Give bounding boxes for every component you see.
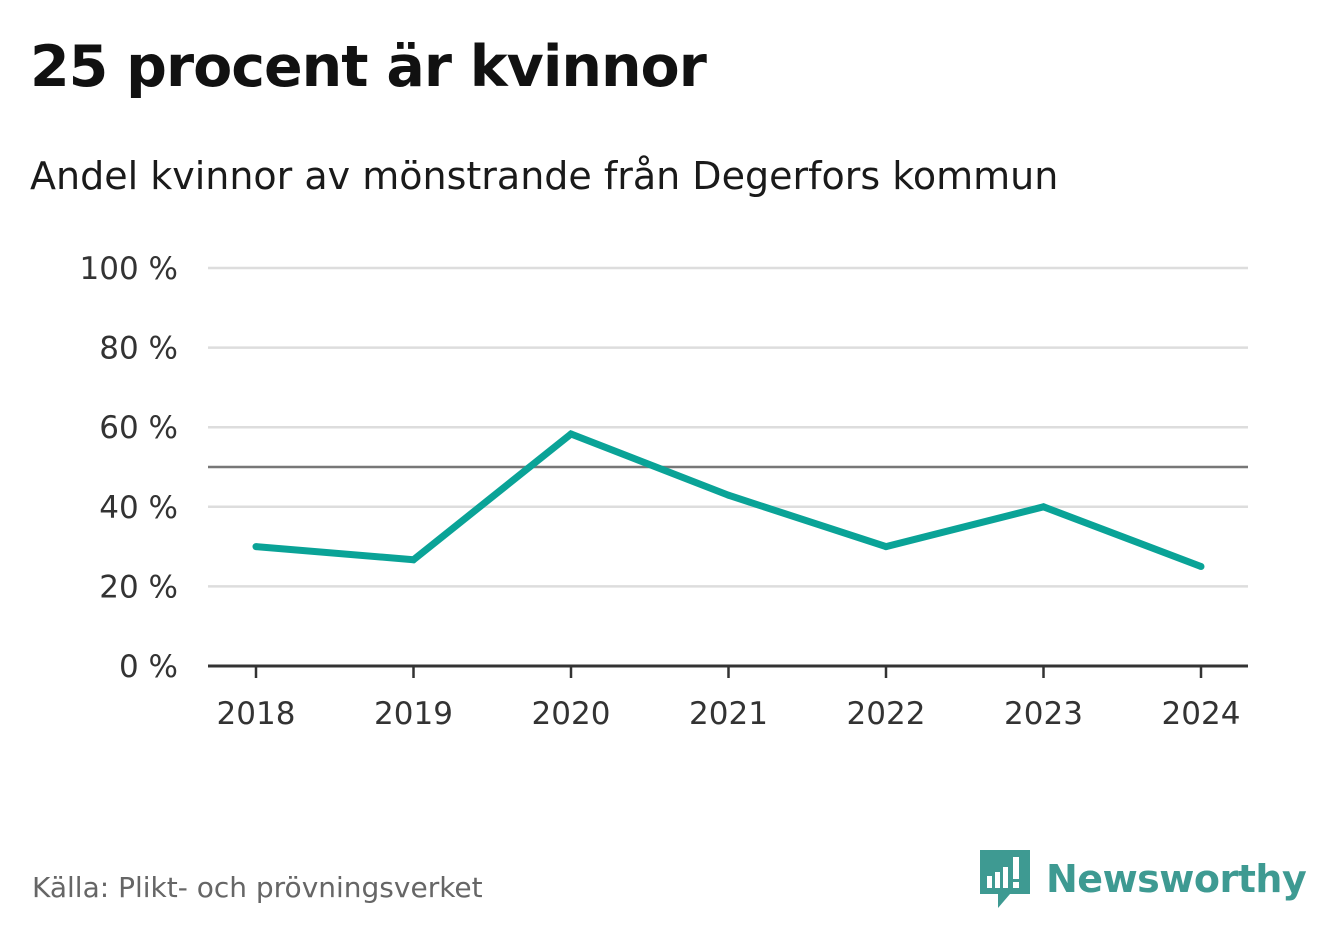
y-tick-label: 100 %	[80, 251, 178, 287]
y-tick-label: 80 %	[99, 331, 178, 367]
chart-subtitle: Andel kvinnor av mönstrande från Degerfo…	[30, 154, 1059, 198]
data-point	[410, 556, 417, 564]
y-tick-label: 40 %	[99, 490, 178, 526]
data-point	[1197, 563, 1205, 570]
y-tick-label: 20 %	[99, 569, 178, 605]
x-tick-label: 2021	[689, 696, 768, 732]
data-point	[252, 543, 260, 551]
source-note: Källa: Plikt- och prövningsverket	[32, 871, 483, 904]
x-tick-label: 2020	[532, 696, 611, 732]
data-point	[567, 430, 575, 438]
newsworthy-logo-icon	[980, 850, 1030, 908]
y-tick-label: 0 %	[119, 649, 178, 685]
brand-name: Newsworthy	[1046, 857, 1307, 901]
brand-logo: Newsworthy	[978, 848, 1307, 910]
x-tick-label: 2023	[1004, 696, 1083, 732]
y-tick-label: 60 %	[99, 410, 178, 446]
data-point	[882, 543, 890, 551]
x-tick-label: 2022	[847, 696, 926, 732]
x-tick-label: 2018	[217, 696, 296, 732]
series-line	[255, 429, 1203, 570]
chart-title: 25 procent är kvinnor	[30, 34, 707, 100]
x-tick-label: 2019	[374, 696, 453, 732]
data-point	[725, 491, 732, 499]
x-tick-label: 2024	[1162, 696, 1241, 732]
data-point	[1040, 503, 1047, 511]
